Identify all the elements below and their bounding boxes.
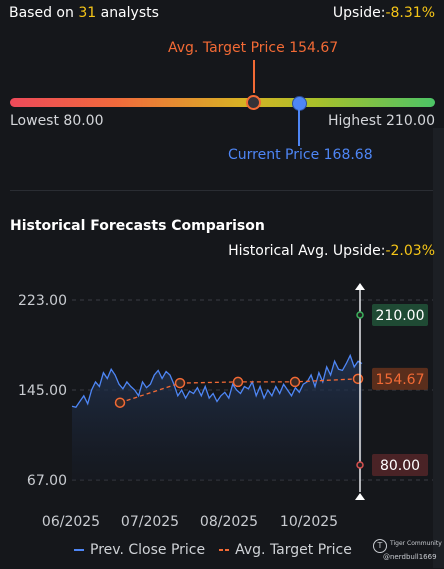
legend-close-label: Prev. Close Price — [90, 542, 206, 558]
scrollbar-track[interactable] — [433, 128, 444, 568]
analysts-count-text: Based on 31 analysts — [9, 5, 159, 21]
tiger-logo-icon: T — [373, 539, 387, 553]
avg-target-marker-line — [253, 60, 255, 93]
avg-target-point — [289, 376, 301, 388]
close-price-fill — [72, 355, 362, 480]
y-tick-label: 145.00 — [18, 383, 67, 399]
close-price-line — [71, 353, 363, 409]
historical-avg-upside: Historical Avg. Upside:-2.03% — [228, 243, 435, 259]
avg-target-point — [114, 397, 126, 408]
avg-target-series — [114, 373, 364, 408]
forecast-high-point — [356, 311, 364, 319]
legend-target-price[interactable]: Avg. Target Price — [219, 542, 352, 558]
x-tick-label: 10/2025 — [280, 514, 338, 530]
close-price-series — [71, 353, 363, 409]
legend-close-swatch — [74, 549, 84, 551]
highest-price-label: Highest 210.00 — [327, 113, 435, 129]
forecast-low-point — [356, 461, 364, 469]
forecast-bottom-arrow-icon — [355, 493, 365, 500]
section-divider — [10, 190, 434, 191]
forecast-high-badge — [372, 304, 428, 326]
analysts-suffix: analysts — [100, 5, 159, 21]
historical-upside-label: Historical Avg. Upside: — [228, 243, 386, 259]
upside-value: -8.31% — [385, 5, 435, 21]
legend-close-price[interactable]: Prev. Close Price — [74, 542, 205, 558]
upside-label: Upside: — [332, 5, 386, 21]
historical-upside-value: -2.03% — [385, 243, 435, 259]
forecast-low-label: 80.00 — [380, 458, 420, 474]
current-price-marker-line — [298, 109, 300, 146]
y-axis-ticks: 223.00 145.00 67.00 — [18, 293, 67, 489]
current-price-label: Current Price 168.68 — [228, 147, 373, 163]
analysts-prefix: Based on — [9, 5, 74, 21]
forecast-low-badge — [372, 454, 428, 476]
avg-target-point — [352, 373, 364, 385]
forecast-avg-badge — [372, 367, 428, 390]
y-tick-label: 223.00 — [18, 293, 67, 309]
lowest-price-label: Lowest 80.00 — [10, 113, 104, 129]
avg-target-price-label: Avg. Target Price 154.67 — [168, 40, 339, 56]
x-tick-label: 06/2025 — [42, 514, 100, 530]
watermark: T Tiger Community @nerdbull1669 — [373, 539, 442, 565]
avg-target-point — [174, 377, 186, 389]
forecast-top-arrow-icon — [355, 283, 365, 290]
x-axis-ticks: 06/2025 07/2025 08/2025 10/2025 — [42, 514, 338, 530]
forecast-avg-label: 154.67 — [376, 372, 425, 388]
historical-forecasts-title: Historical Forecasts Comparison — [10, 218, 265, 234]
legend-target-swatch — [219, 549, 230, 551]
close-price-area — [72, 355, 362, 480]
avg-target-marker-dot — [246, 95, 261, 110]
forecast-high-label: 210.00 — [376, 308, 425, 324]
price-range-bar — [10, 98, 435, 107]
chart-legend: Prev. Close Price Avg. Target Price — [74, 542, 366, 558]
x-tick-label: 08/2025 — [200, 514, 258, 530]
watermark-handle: @nerdbull1669 — [383, 553, 437, 561]
watermark-brand: Tiger Community — [390, 540, 442, 547]
upside-summary: Upside:-8.31% — [333, 5, 435, 21]
legend-target-label: Avg. Target Price — [235, 542, 352, 558]
avg-target-point — [232, 376, 244, 388]
x-tick-label: 07/2025 — [121, 514, 179, 530]
analysts-count: 31 — [78, 5, 97, 21]
forecast-markers: 210.00 154.67 80.00 — [355, 283, 428, 500]
y-tick-label: 67.00 — [27, 473, 67, 489]
historical-forecast-chart[interactable]: 223.00 145.00 67.00 210.00 154.67 80.00 06/2… — [0, 280, 444, 530]
